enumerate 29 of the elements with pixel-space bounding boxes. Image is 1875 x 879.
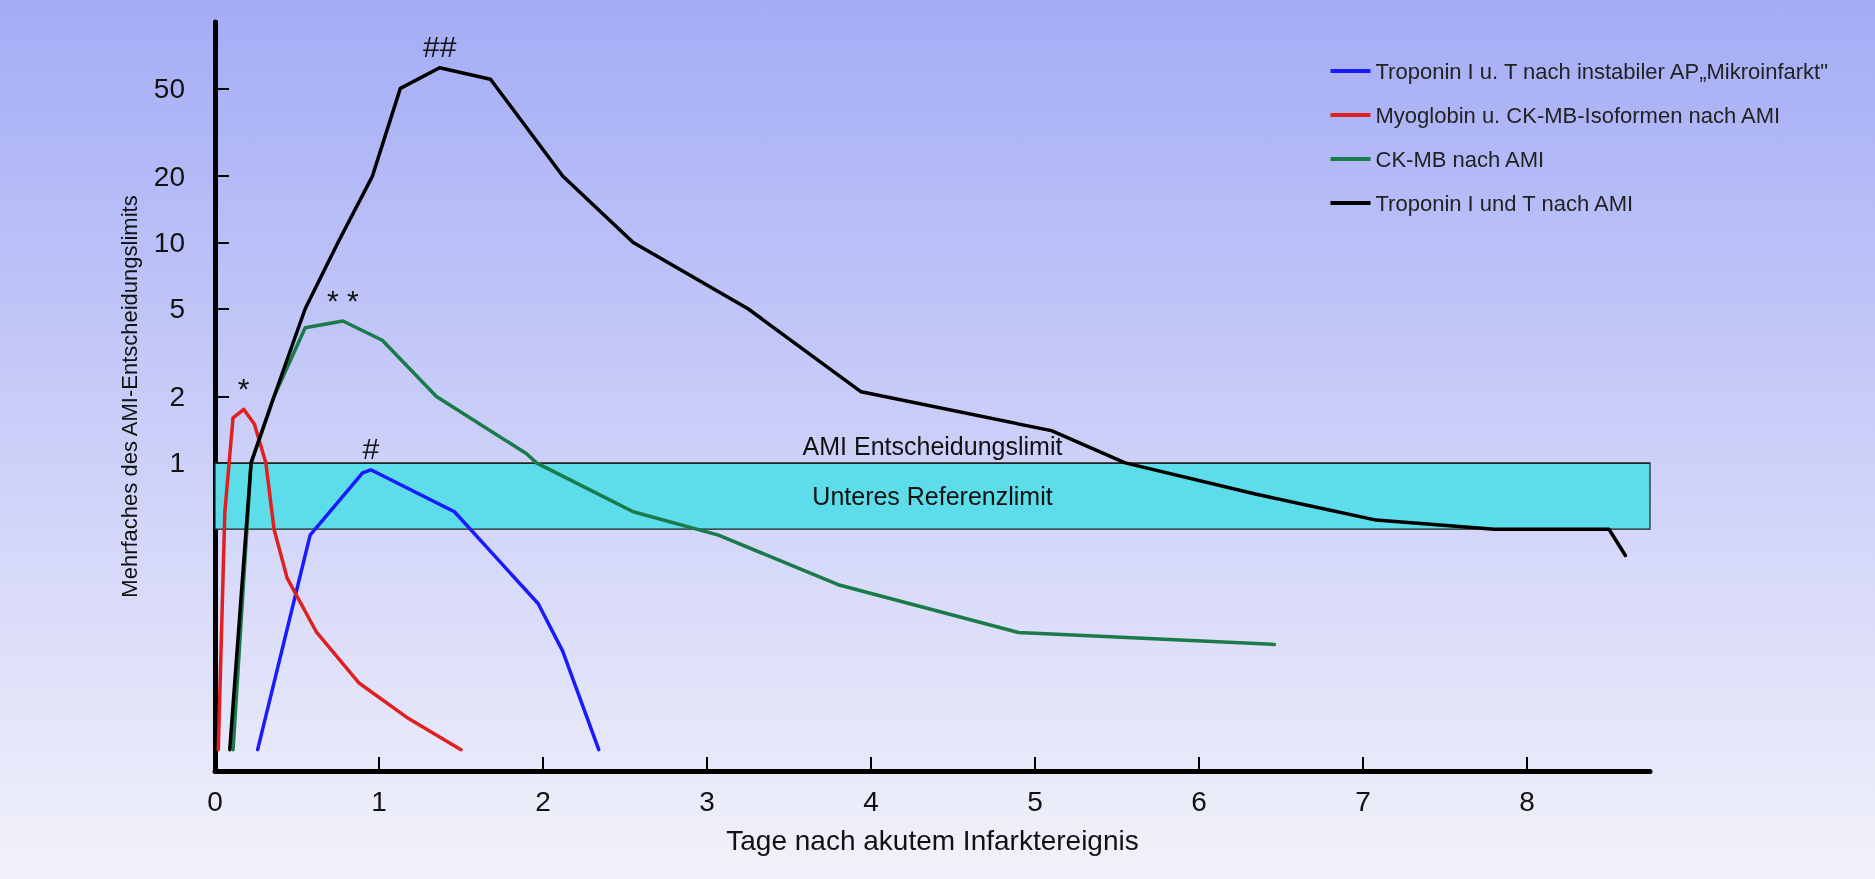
annotation: ## [422,30,457,64]
y-tick-label: 10 [153,226,185,258]
x-tick-label: 7 [1355,785,1371,817]
x-tick-label: 0 [207,785,223,817]
x-tick-label: 5 [1027,785,1043,817]
x-tick-label: 8 [1519,785,1535,817]
line-series [216,407,463,752]
y-tick-label: 1 [169,447,185,479]
legend-label: Troponin I und T nach AMI [1375,190,1634,216]
x-axis-title: Tage nach akutem Infarktereignis [726,824,1139,856]
x-tick-label: 2 [535,785,551,817]
line-series [255,468,601,752]
legend-label: Myoglobin u. CK-MB-Isoformen nach AMI [1375,102,1781,128]
y-tick-label: 5 [169,293,185,325]
x-tick-label: 3 [699,785,715,817]
annotation: # [362,432,380,466]
y-tick-label: 50 [153,72,185,104]
legend-label: CK-MB nach AMI [1375,146,1545,172]
legend-label: Troponin I u. T nach instabiler AP„Mikroinfarkt" [1375,58,1828,84]
x-tick-label: 4 [863,785,879,817]
annotation: * * [327,283,360,317]
x-tick-label: 6 [1191,785,1207,817]
band-label: Unteres Referenzlimit [812,482,1053,511]
y-axis-title: Mehrfaches des AMI-Entscheidungslimits [116,195,142,598]
y-tick-label: 20 [153,160,185,192]
x-tick-label: 1 [371,785,387,817]
y-tick-label: 2 [169,381,185,412]
ref-line-label: AMI Entscheidungslimit [802,432,1063,461]
annotation: * [237,371,250,405]
